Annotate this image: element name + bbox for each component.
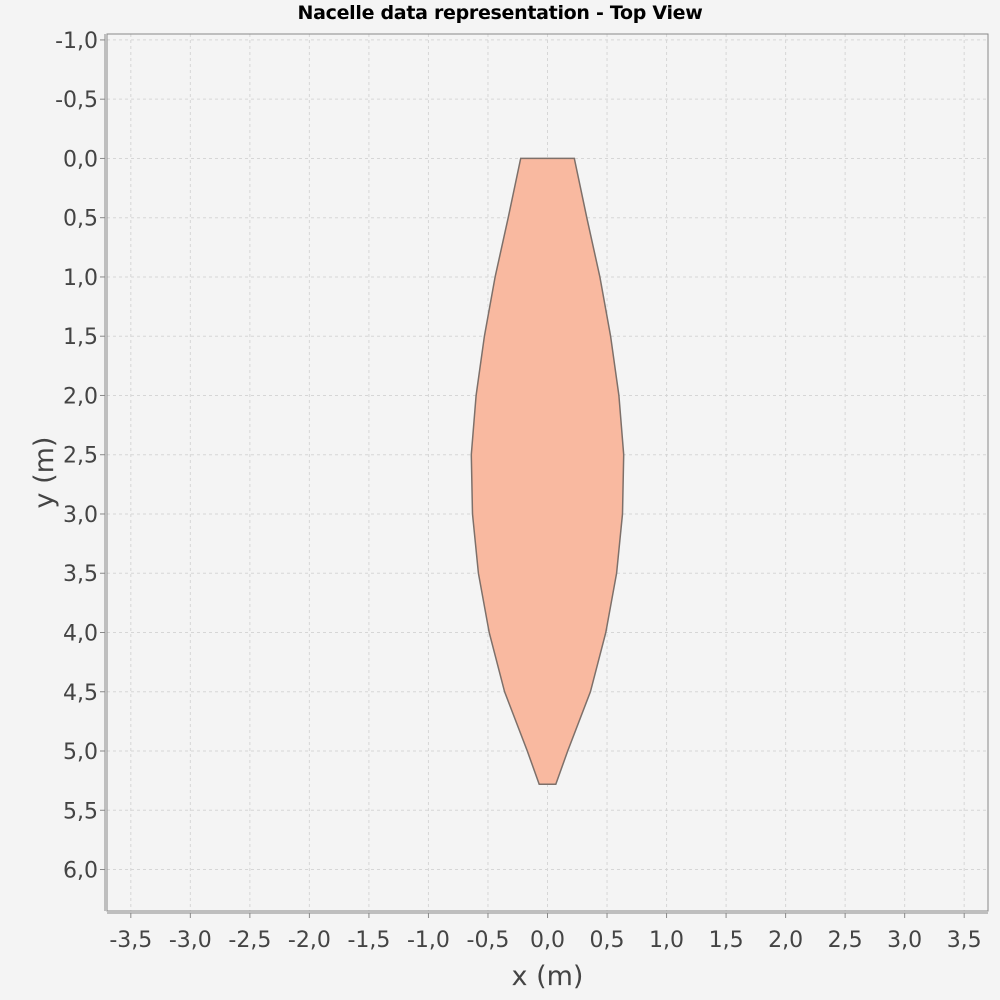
x-tick-label: 2,0: [768, 928, 803, 953]
y-tick-label: 3,5: [63, 562, 98, 587]
y-tick-label: 3,0: [63, 503, 98, 528]
x-tick-label: -1,0: [407, 928, 450, 953]
x-tick-label: -2,5: [228, 928, 271, 953]
y-tick-label: 1,5: [63, 325, 98, 350]
y-tick-label: 2,0: [63, 384, 98, 409]
x-axis-label: x (m): [512, 961, 584, 992]
y-tick-label: 5,5: [63, 799, 98, 824]
y-tick-label: 2,5: [63, 444, 98, 469]
x-tick-label: -0,5: [467, 928, 510, 953]
x-tick-label: 2,5: [828, 928, 863, 953]
nacelle-outline-shape: [470, 157, 625, 785]
y-tick-label: -0,5: [55, 88, 98, 113]
x-tick-label: 3,5: [947, 928, 982, 953]
y-tick-label: 0,0: [63, 147, 98, 172]
y-tick-label: 0,5: [63, 207, 98, 232]
series: [470, 157, 625, 785]
x-tick-label: -2,0: [288, 928, 331, 953]
x-tick-label: -1,5: [347, 928, 390, 953]
y-tick-label: 6,0: [63, 859, 98, 884]
y-axis-label: y (m): [29, 437, 60, 509]
x-tick-label: 3,0: [887, 928, 922, 953]
y-tick-label: 4,0: [63, 621, 98, 646]
ticks: -3,5 -3,0 -2,5 -2,0 -1,5 -1,0 -0,5 0,0 0,5 1,0 1,5…: [55, 29, 988, 953]
x-tick-label: 1,0: [649, 928, 684, 953]
x-tick-label: 1,5: [709, 928, 744, 953]
x-tick-label: 0,5: [590, 928, 625, 953]
x-tick-label: -3,5: [109, 928, 152, 953]
y-tick-label: 4,5: [63, 681, 98, 706]
x-tick-label: 0,0: [530, 928, 565, 953]
chart-title: Nacelle data representation - Top View: [297, 2, 703, 24]
y-tick-label: -1,0: [55, 29, 98, 54]
x-tick-label: -3,0: [169, 928, 212, 953]
plot-border: [106, 33, 989, 912]
y-tick-label: 5,0: [63, 740, 98, 765]
y-tick-label: 1,0: [63, 266, 98, 291]
grid: [107, 34, 988, 911]
